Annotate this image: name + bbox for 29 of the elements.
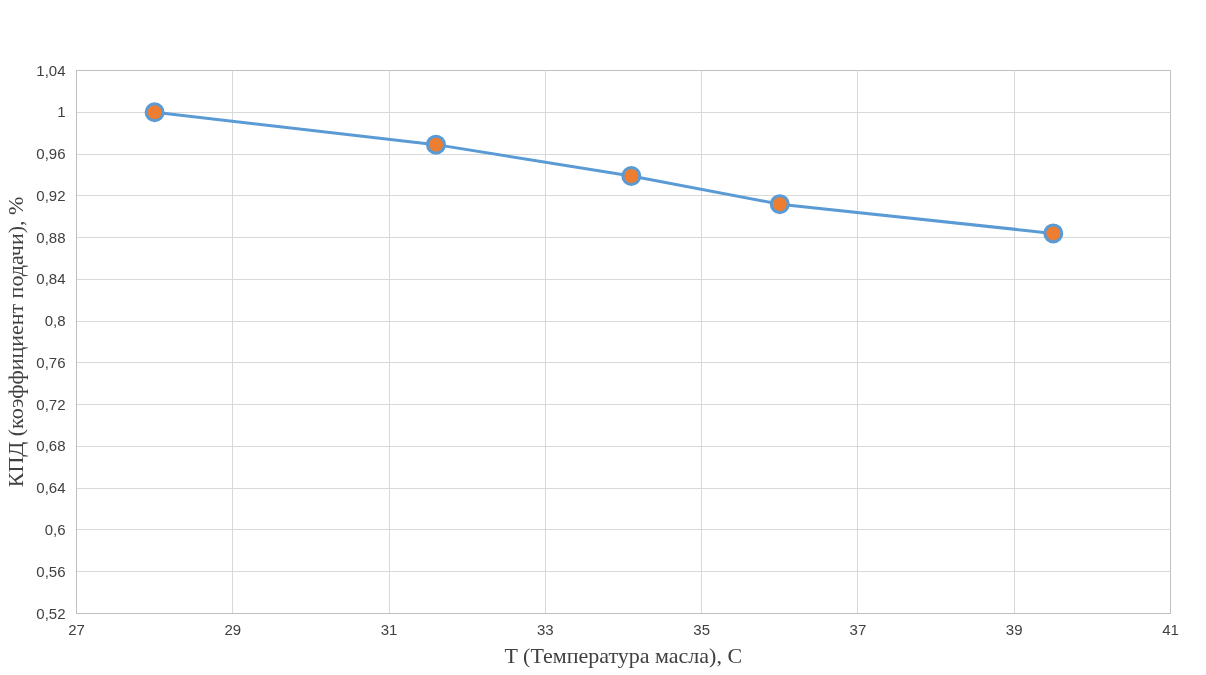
y-tick-label: 0,6: [44, 520, 66, 538]
y-tick-label: 1: [57, 103, 66, 121]
x-tick-label: 37: [849, 620, 867, 638]
x-tick-label: 41: [1162, 620, 1179, 638]
point: [1043, 223, 1064, 244]
y-tick-label: 0,96: [36, 145, 66, 163]
y-axis-title: КПД (коэффициент подачи), %: [3, 196, 29, 488]
y-tick-label: 0,8: [44, 312, 66, 330]
y-tick-label: 0,56: [36, 562, 66, 580]
y-tick-label: 1,04: [36, 61, 66, 79]
y-tick-label: 0,92: [36, 186, 66, 204]
x-tick-label: 33: [537, 620, 554, 638]
x-tick-label: 31: [380, 620, 398, 638]
y-tick-label: 0,68: [36, 437, 66, 455]
x-tick-label: 35: [693, 620, 710, 638]
x-tick-label: 29: [224, 620, 242, 638]
y-tick-label: 0,84: [36, 270, 66, 288]
y-tick-label: 0,88: [36, 228, 66, 246]
y-tick-label: 0,52: [36, 604, 66, 622]
y-tick-label: 0,64: [36, 479, 66, 497]
point: [144, 102, 165, 123]
point: [769, 194, 790, 215]
y-tick-label: 0,72: [36, 395, 66, 413]
x-tick-label: 27: [68, 620, 85, 638]
point: [425, 134, 446, 155]
y-tick-label: 0,76: [36, 353, 66, 371]
x-tick-label: 39: [1005, 620, 1023, 638]
x-axis-title: T (Температура масла), С: [504, 642, 743, 668]
point: [621, 165, 642, 186]
